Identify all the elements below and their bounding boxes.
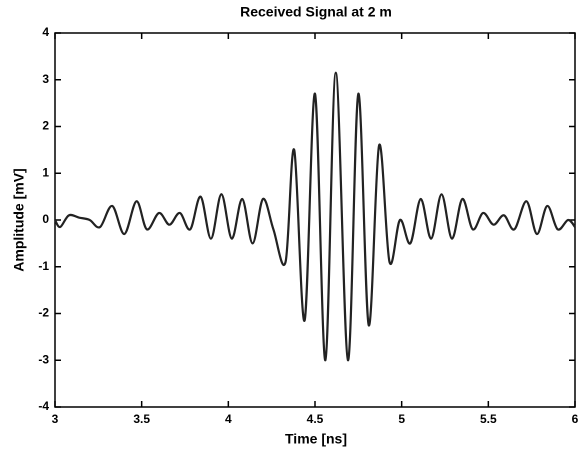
y-tick-label: 4	[42, 25, 49, 39]
y-tick-label: -1	[38, 259, 49, 273]
y-tick-label: 2	[42, 119, 49, 133]
signal-line	[54, 71, 576, 362]
x-tick-label: 5	[398, 412, 405, 426]
x-tick-label: 4	[225, 412, 232, 426]
y-tick-label: 1	[42, 165, 49, 179]
y-tick-label: -3	[38, 352, 49, 366]
x-tick-label: 3.5	[133, 412, 150, 426]
y-tick-label: -2	[38, 306, 49, 320]
x-tick-label: 5.5	[480, 412, 497, 426]
x-axis-label: Time [ns]	[285, 431, 347, 447]
y-axis-label: Amplitude [mV]	[11, 168, 27, 271]
x-tick-label: 6	[572, 412, 579, 426]
y-tick-label: 3	[42, 72, 49, 86]
x-tick-label: 3	[52, 412, 59, 426]
chart-title: Received Signal at 2 m	[240, 4, 392, 20]
plot-frame	[54, 32, 576, 408]
x-tick-label: 4.5	[307, 412, 324, 426]
y-tick-label: -4	[38, 399, 49, 413]
y-tick-label: 0	[42, 212, 49, 226]
